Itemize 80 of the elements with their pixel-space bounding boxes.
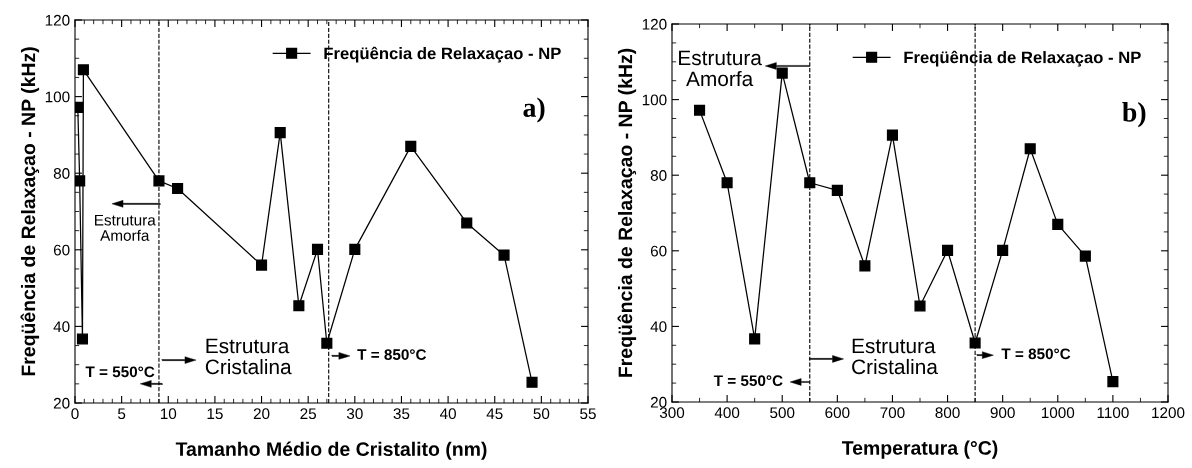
point (349, 243, 361, 255)
x-tick-label: 1100 (1097, 407, 1129, 419)
x-axis-title: Tamanho Médio de Cristalito (nm) (175, 441, 487, 460)
point (76, 333, 89, 345)
point (859, 260, 871, 272)
annotation: Estrutura Amorfa (95, 214, 156, 241)
y-axis-title: Freqüência de Relaxaçao - NP (kHz) (617, 48, 637, 377)
point (172, 182, 184, 195)
annotation: Estrutura Cristalina (205, 338, 292, 375)
point (1052, 218, 1064, 230)
x-tick-label: 700 (880, 407, 905, 419)
point (941, 244, 954, 256)
y-tick-label: 60 (53, 244, 70, 256)
point (776, 67, 788, 79)
point (461, 217, 473, 229)
x-tick-label: 15 (207, 408, 223, 420)
y-tick-label: 20 (650, 396, 667, 408)
annotation: Estrutura Cristalina (852, 338, 938, 375)
point (293, 300, 305, 312)
x-tick-label: 30 (346, 408, 363, 420)
point (321, 337, 333, 349)
y-tick-label: 100 (642, 94, 667, 106)
point (969, 337, 981, 349)
point (721, 177, 733, 189)
x-tick-label: 1000 (1041, 407, 1075, 419)
y-tick-label: 120 (642, 18, 667, 30)
x-tick-label: 10 (160, 408, 177, 420)
x-tick-label: 300 (659, 407, 685, 419)
point (255, 259, 268, 271)
annotation: a) (523, 97, 545, 123)
x-tick-label: 600 (825, 407, 850, 419)
point (886, 129, 899, 141)
point (831, 184, 843, 196)
x-tick-label: 50 (533, 408, 550, 420)
legend-label: Freqüência de Relaxaçao - NP (904, 50, 1141, 67)
x-tick-label: 35 (393, 408, 410, 420)
x-tick-label: 55 (580, 408, 596, 420)
point (498, 249, 510, 261)
x-tick-label: 500 (770, 407, 795, 419)
y-tick-label: 100 (45, 91, 70, 103)
y-axis-title: Freqüência de Relaxaçao - NP (kHz) (20, 47, 40, 376)
point (997, 244, 1009, 256)
x-tick-label: 25 (300, 408, 317, 420)
annotation: b) (1122, 102, 1146, 128)
annotation: T = 550°C (85, 366, 155, 378)
point (405, 140, 417, 152)
x-axis-title: Temperatura (°C) (841, 440, 998, 459)
x-tick-label: 0 (71, 408, 79, 420)
point (1107, 376, 1119, 388)
point (1024, 143, 1036, 155)
x-tick-label: 20 (253, 408, 270, 420)
x-tick-label: 900 (990, 407, 1015, 419)
y-tick-label: 80 (53, 168, 70, 179)
point (311, 243, 324, 255)
y-tick-label: 20 (53, 397, 70, 409)
annotation: T = 550°C (713, 375, 783, 387)
annotation: T = 850°C (357, 349, 427, 360)
x-tick-label: 5 (118, 408, 126, 420)
x-tick-label: 45 (486, 408, 503, 420)
point (526, 376, 538, 388)
y-tick-label: 40 (650, 321, 667, 333)
y-tick-label: 80 (650, 170, 667, 181)
point (274, 127, 286, 139)
annotation: Estrutura Amorfa (679, 50, 762, 87)
legend-label: Freqüência de Relaxaçao - NP (324, 46, 561, 63)
annotation: T = 850°C (1001, 348, 1071, 360)
point (914, 300, 926, 312)
point (1079, 250, 1091, 262)
x-tick-label: 40 (439, 408, 456, 420)
point (153, 175, 165, 187)
point (77, 64, 89, 76)
point (693, 104, 706, 116)
y-tick-label: 120 (45, 14, 70, 26)
point (804, 177, 816, 189)
y-tick-label: 40 (53, 321, 70, 333)
x-tick-label: 1200 (1152, 407, 1185, 419)
y-tick-label: 60 (650, 245, 667, 257)
x-tick-label: 400 (714, 407, 740, 419)
point (749, 333, 761, 345)
x-tick-label: 800 (935, 407, 960, 419)
